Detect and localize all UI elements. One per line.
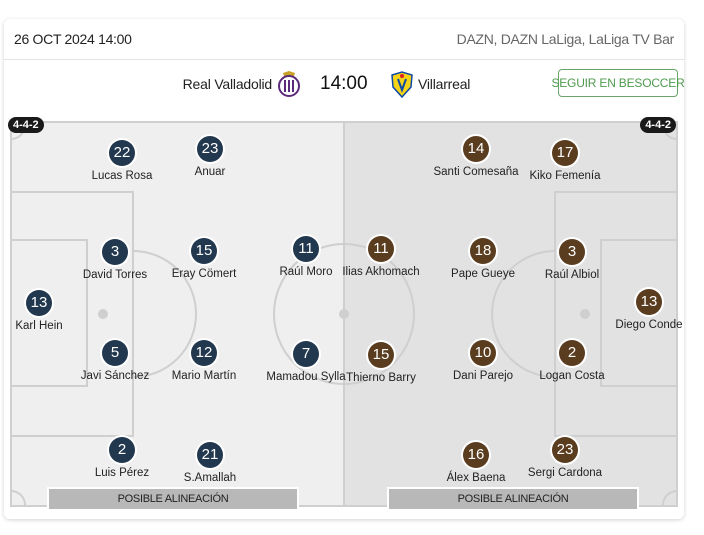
villarreal-crest-icon[interactable]	[389, 70, 415, 98]
player-name: Kiko Femenía	[529, 170, 601, 182]
home-formation-badge: 4-4-2	[8, 117, 44, 133]
lineup-pitch: 4-4-2 4-4-2 13 Karl Hein 2 Luis Pérez 5 …	[4, 117, 684, 511]
real-valladolid-crest-icon[interactable]	[276, 70, 302, 98]
player-name: Mario Martín	[171, 370, 237, 382]
player-name: Ilias Akhomach	[342, 266, 420, 278]
player-number: 2	[109, 437, 135, 463]
player-number: 11	[368, 236, 394, 262]
player-number: 13	[636, 289, 662, 315]
away-player[interactable]: 18 Pape Gueye	[438, 238, 528, 281]
player-name: Diego Conde	[615, 319, 683, 331]
home-player[interactable]: 13 Karl Hein	[4, 290, 84, 333]
match-info-bar: 26 OCT 2024 14:00 DAZN, DAZN LaLiga, LaL…	[4, 19, 684, 60]
player-number: 7	[293, 341, 319, 367]
player-number: 10	[470, 340, 496, 366]
home-player[interactable]: 21 S.Amallah	[165, 442, 255, 485]
player-name: Raúl Moro	[279, 266, 333, 278]
player-number: 14	[463, 136, 489, 162]
home-player[interactable]: 2 Luis Pérez	[77, 437, 167, 480]
home-player[interactable]: 11 Raúl Moro	[261, 236, 351, 279]
player-number: 22	[109, 140, 135, 166]
player-name: Santi Comesaña	[433, 166, 519, 178]
player-number: 21	[197, 442, 223, 468]
player-name: Luis Pérez	[94, 467, 150, 479]
away-formation-badge: 4-4-2	[640, 117, 676, 133]
home-player[interactable]: 15 Eray Cömert	[159, 238, 249, 281]
match-header: Real Valladolid 14:00 Villarreal SEGUIR …	[4, 60, 684, 110]
away-player[interactable]: 16 Álex Baena	[431, 442, 521, 485]
player-name: Anuar	[194, 166, 226, 178]
home-possible-lineup-label: POSIBLE ALINEACIÓN	[49, 489, 297, 509]
away-player[interactable]: 23 Sergi Cardona	[520, 437, 610, 480]
home-player[interactable]: 22 Lucas Rosa	[77, 140, 167, 183]
away-player[interactable]: 2 Logan Costa	[527, 340, 617, 383]
player-number: 23	[197, 136, 223, 162]
home-player[interactable]: 7 Mamadou Sylla	[261, 341, 351, 384]
player-name: Sergi Cardona	[527, 467, 603, 479]
away-player[interactable]: 3 Raúl Albiol	[527, 239, 617, 282]
away-half	[344, 121, 678, 507]
player-number: 3	[559, 239, 585, 265]
match-lineup-card: 26 OCT 2024 14:00 DAZN, DAZN LaLiga, LaL…	[4, 19, 684, 519]
away-player[interactable]: 15 Thierno Barry	[336, 342, 426, 385]
player-number: 17	[552, 140, 578, 166]
player-name: Lucas Rosa	[91, 170, 153, 182]
player-name: Dani Parejo	[452, 370, 514, 382]
player-number: 5	[102, 340, 128, 366]
player-name: Javi Sánchez	[80, 370, 150, 382]
player-number: 11	[293, 236, 319, 262]
player-number: 18	[470, 238, 496, 264]
player-name: Pape Gueye	[451, 268, 515, 280]
home-player[interactable]: 3 David Torres	[70, 239, 160, 282]
kickoff-time: 14:00	[320, 73, 368, 94]
player-number: 16	[463, 442, 489, 468]
away-possible-lineup-label: POSIBLE ALINEACIÓN	[389, 489, 637, 509]
follow-besoccer-button[interactable]: SEGUIR EN BESOCCER	[551, 69, 684, 97]
home-player[interactable]: 5 Javi Sánchez	[70, 340, 160, 383]
away-team-name[interactable]: Villarreal	[418, 76, 471, 92]
player-name: Logan Costa	[539, 370, 605, 382]
away-player[interactable]: 11 Ilias Akhomach	[336, 236, 426, 279]
player-number: 23	[552, 437, 578, 463]
player-name: Thierno Barry	[346, 372, 416, 384]
player-name: Álex Baena	[446, 472, 506, 484]
home-half	[10, 121, 344, 507]
away-player[interactable]: 14 Santi Comesaña	[431, 136, 521, 179]
match-date: 26 OCT 2024 14:00	[14, 31, 132, 47]
player-number: 13	[26, 290, 52, 316]
player-name: Karl Hein	[15, 320, 63, 332]
tv-channels: DAZN, DAZN LaLiga, LaLiga TV Bar	[456, 31, 675, 47]
away-player[interactable]: 17 Kiko Femenía	[520, 140, 610, 183]
player-number: 3	[102, 239, 128, 265]
player-number: 12	[191, 340, 217, 366]
player-name: Eray Cömert	[171, 268, 237, 280]
player-number: 15	[191, 238, 217, 264]
player-number: 2	[559, 340, 585, 366]
player-name: Mamadou Sylla	[266, 371, 346, 383]
away-player[interactable]: 10 Dani Parejo	[438, 340, 528, 383]
player-number: 15	[368, 342, 394, 368]
home-player[interactable]: 12 Mario Martín	[159, 340, 249, 383]
player-name: S.Amallah	[183, 472, 237, 484]
away-player[interactable]: 13 Diego Conde	[604, 289, 684, 332]
home-team-name[interactable]: Real Valladolid	[182, 76, 273, 92]
player-name: Raúl Albiol	[544, 269, 600, 281]
player-name: David Torres	[82, 269, 148, 281]
home-player[interactable]: 23 Anuar	[165, 136, 255, 179]
